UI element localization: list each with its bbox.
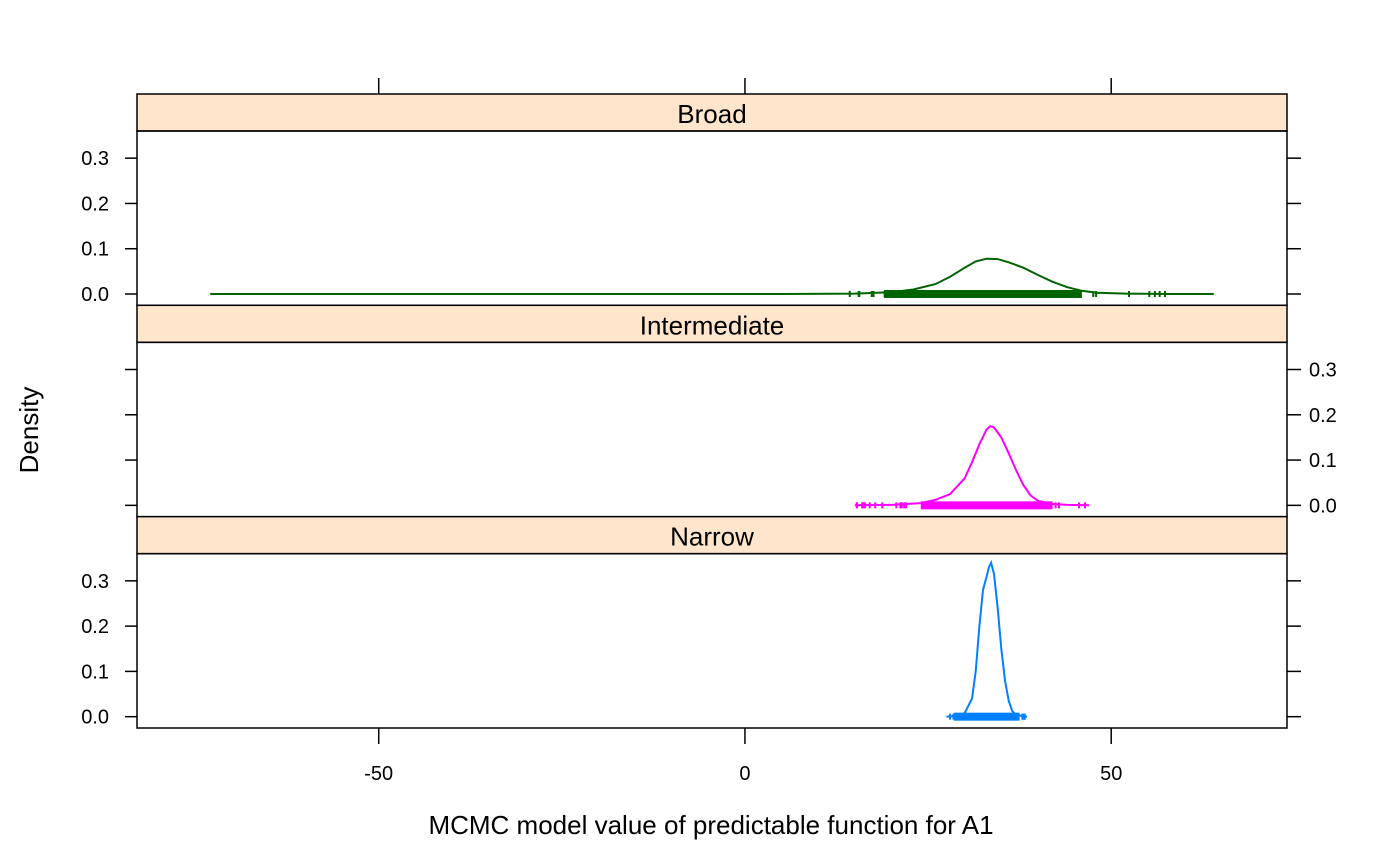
y-tick-label-narrow: 0.3: [81, 571, 109, 593]
rug-narrow: [949, 712, 1026, 721]
strip-intermediate: [136, 304, 1288, 344]
strip-broad: [136, 93, 1288, 132]
panel-frame-narrow: [136, 552, 1288, 729]
density-curve-intermediate: [854, 424, 1090, 507]
y-tick-label-intermediate: 0.1: [1309, 450, 1337, 472]
strip-label-broad: Broad: [677, 99, 746, 129]
x-tick-label: 50: [1100, 763, 1122, 785]
panel-intermediate: Intermediate 0.0 0.1 0.2 0.3: [125, 304, 1337, 518]
rug-intermediate: [855, 501, 1086, 510]
density-curve-narrow: [946, 559, 1028, 718]
rug-dense-intermediate: [920, 501, 1053, 510]
y-tick-label-broad: 0.1: [81, 239, 109, 261]
y-tick-label-intermediate: 0.0: [1309, 495, 1337, 517]
panel-narrow: Narrow 0.0 0.1 0.2 0.3: [81, 515, 1301, 729]
x-axis: -50 0 50: [364, 78, 1122, 785]
y-tick-label-narrow: 0.0: [81, 707, 109, 729]
panel-frame-intermediate: [136, 341, 1288, 518]
x-tick-label: 0: [739, 763, 750, 785]
y-tick-label-narrow: 0.2: [81, 616, 109, 638]
panel-frame-broad: [136, 130, 1288, 307]
x-tick-label: -50: [364, 763, 393, 785]
y-axis-title: Density: [14, 387, 44, 474]
y-tick-label-intermediate: 0.3: [1309, 360, 1337, 382]
rug-dense-narrow: [953, 712, 1020, 721]
y-tick-label-intermediate: 0.2: [1309, 405, 1337, 427]
y-tick-label-broad: 0.3: [81, 148, 109, 170]
panels-layer: Broad 0.0 0.1 0.2 0.3 Intermediate 0.0 0.1 0.2 0.…: [81, 93, 1337, 729]
strip-label-intermediate: Intermediate: [640, 310, 785, 340]
y-tick-label-broad: 0.2: [81, 193, 109, 215]
y-tick-label-narrow: 0.1: [81, 661, 109, 683]
density-curve-broad: [210, 257, 1214, 295]
panel-broad: Broad 0.0 0.1 0.2 0.3: [81, 93, 1301, 307]
x-axis-title: MCMC model value of predictable function…: [428, 810, 993, 840]
strip-label-narrow: Narrow: [670, 522, 754, 552]
y-tick-label-broad: 0.0: [81, 284, 109, 306]
rug-broad: [848, 290, 1166, 299]
